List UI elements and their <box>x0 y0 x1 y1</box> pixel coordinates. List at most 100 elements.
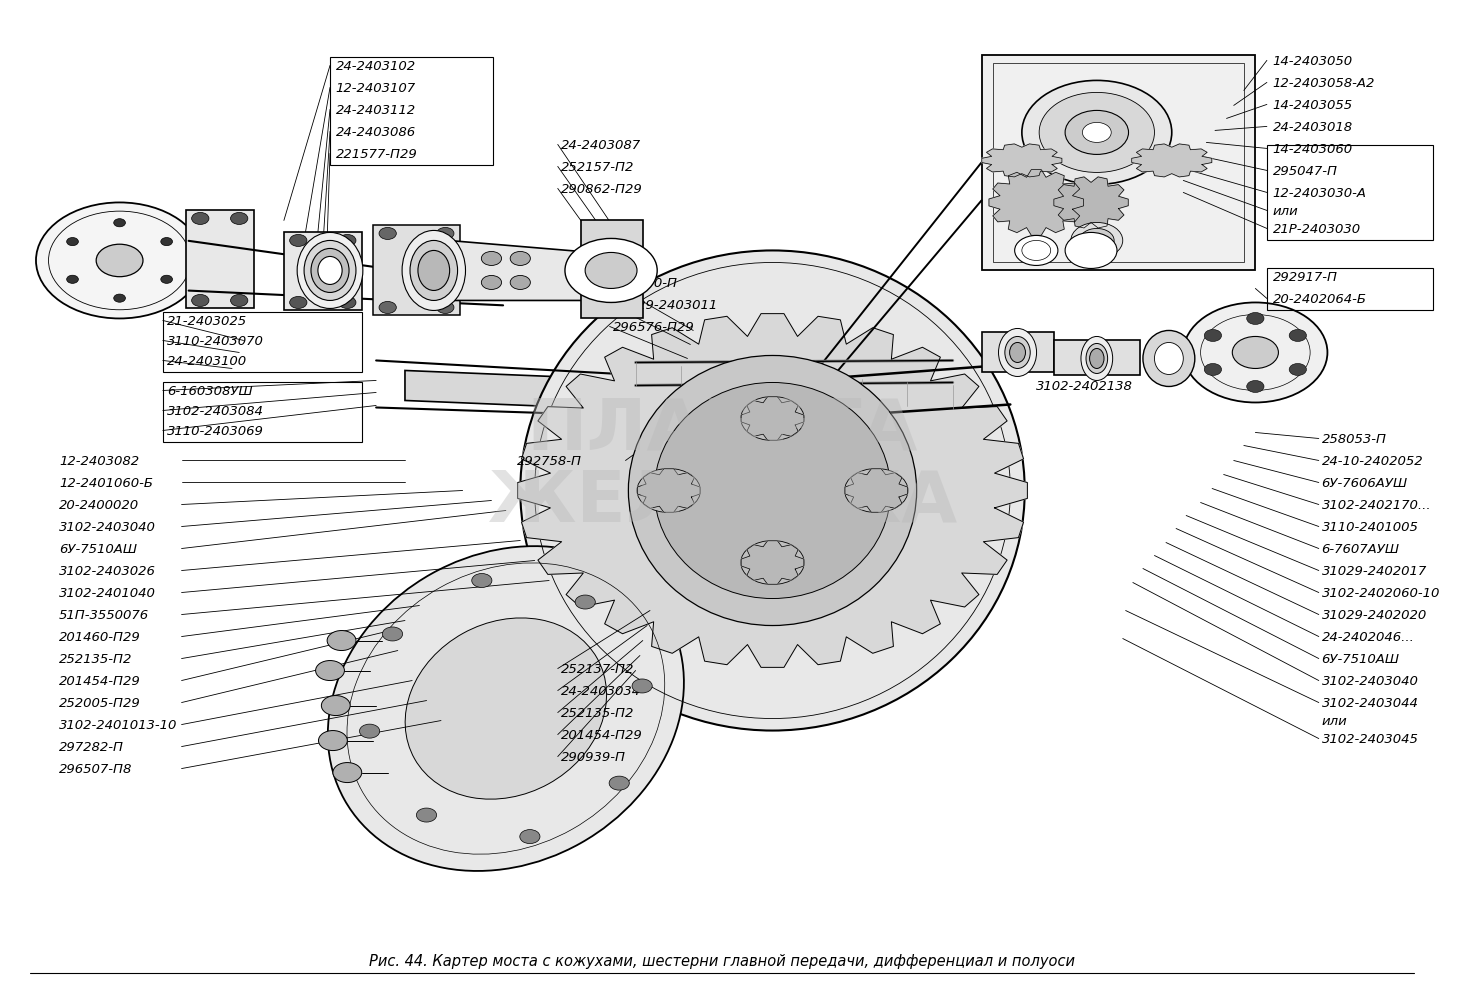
Ellipse shape <box>304 241 356 302</box>
Text: 292917-П: 292917-П <box>1273 271 1338 284</box>
Text: 3110-2403070: 3110-2403070 <box>167 335 264 348</box>
Polygon shape <box>638 469 700 513</box>
Text: 3102-2403040: 3102-2403040 <box>59 520 156 533</box>
Circle shape <box>37 203 202 320</box>
Text: 3102-2403026: 3102-2403026 <box>59 564 156 577</box>
Text: 3102-2403040: 3102-2403040 <box>1322 674 1419 687</box>
Circle shape <box>114 219 126 227</box>
Circle shape <box>481 253 502 267</box>
Text: 6-7607АУШ: 6-7607АУШ <box>1322 542 1400 555</box>
Text: 292758-П: 292758-П <box>518 455 582 468</box>
Text: или: или <box>1273 204 1298 217</box>
Polygon shape <box>518 315 1027 667</box>
Polygon shape <box>981 144 1062 177</box>
Circle shape <box>321 695 351 715</box>
Ellipse shape <box>1090 349 1105 369</box>
Text: 3102-2401040: 3102-2401040 <box>59 586 156 599</box>
Circle shape <box>339 235 356 247</box>
Text: или: или <box>1322 714 1347 727</box>
Text: 24-2403034: 24-2403034 <box>560 684 641 697</box>
Ellipse shape <box>318 258 342 286</box>
Polygon shape <box>981 333 1053 373</box>
Circle shape <box>519 830 540 844</box>
Ellipse shape <box>521 252 1025 730</box>
Ellipse shape <box>405 618 606 800</box>
Circle shape <box>565 239 657 304</box>
Circle shape <box>1289 330 1307 342</box>
Text: 201460-П29: 201460-П29 <box>59 630 141 643</box>
Ellipse shape <box>327 546 684 871</box>
Circle shape <box>575 595 596 609</box>
Circle shape <box>333 763 362 783</box>
Text: 14-2403050: 14-2403050 <box>1273 55 1353 68</box>
Text: 31029-2402017: 31029-2402017 <box>1322 564 1427 577</box>
Text: 12-2403082: 12-2403082 <box>59 455 139 468</box>
Ellipse shape <box>1009 343 1025 363</box>
Text: 12-2403030-А: 12-2403030-А <box>1273 186 1367 199</box>
Circle shape <box>437 303 453 315</box>
Text: 12-2401060-Б: 12-2401060-Б <box>59 477 153 490</box>
Polygon shape <box>285 233 362 312</box>
Ellipse shape <box>1143 331 1194 387</box>
Text: 296576-П29: 296576-П29 <box>613 321 694 334</box>
Polygon shape <box>1053 177 1128 228</box>
Circle shape <box>339 298 356 310</box>
Circle shape <box>161 276 173 285</box>
Circle shape <box>1080 229 1113 254</box>
Circle shape <box>1039 93 1155 173</box>
Text: 3102-2403044: 3102-2403044 <box>1322 696 1419 709</box>
Ellipse shape <box>1005 337 1030 369</box>
Text: 6-160308УШ: 6-160308УШ <box>167 385 252 398</box>
Text: 24-2402046...: 24-2402046... <box>1322 630 1414 643</box>
Text: ЖЕЛЕЗЯКА: ЖЕЛЕЗЯКА <box>487 468 956 536</box>
Text: 3110-2401005: 3110-2401005 <box>1322 520 1419 533</box>
Text: 252135-П2: 252135-П2 <box>59 652 132 665</box>
Text: 24-2403087: 24-2403087 <box>560 139 641 151</box>
Polygon shape <box>1053 341 1140 376</box>
Circle shape <box>1184 304 1328 403</box>
Circle shape <box>192 296 208 308</box>
Text: 3110-2403069: 3110-2403069 <box>167 425 264 438</box>
Polygon shape <box>981 56 1256 272</box>
Circle shape <box>1022 241 1050 262</box>
Circle shape <box>1204 330 1222 342</box>
Text: 201454-П29: 201454-П29 <box>59 674 141 687</box>
Circle shape <box>289 298 307 310</box>
Text: 24-2403100: 24-2403100 <box>167 355 248 368</box>
Circle shape <box>327 631 356 651</box>
Circle shape <box>1071 223 1122 260</box>
Text: 295047-П: 295047-П <box>1273 164 1338 177</box>
Circle shape <box>66 276 78 285</box>
Circle shape <box>114 295 126 303</box>
Ellipse shape <box>999 329 1037 377</box>
Circle shape <box>511 277 531 291</box>
Polygon shape <box>989 170 1084 236</box>
Circle shape <box>359 724 380 738</box>
Text: 21-2403025: 21-2403025 <box>167 315 248 328</box>
Text: 24-2403086: 24-2403086 <box>336 126 417 139</box>
Text: 51П-3550076: 51П-3550076 <box>59 608 150 621</box>
Circle shape <box>289 235 307 247</box>
Circle shape <box>1065 111 1128 155</box>
Ellipse shape <box>1155 343 1184 375</box>
Ellipse shape <box>1086 344 1108 374</box>
Circle shape <box>378 228 396 240</box>
Polygon shape <box>373 226 459 317</box>
Text: 201454-П29: 201454-П29 <box>560 728 643 741</box>
Text: 3102-2402138: 3102-2402138 <box>1036 380 1133 393</box>
Circle shape <box>315 661 345 681</box>
Circle shape <box>97 244 142 278</box>
Text: 14-2403060: 14-2403060 <box>1273 142 1353 155</box>
Text: 290862-П29: 290862-П29 <box>560 182 643 195</box>
Circle shape <box>481 277 502 291</box>
Polygon shape <box>581 221 643 320</box>
Circle shape <box>1247 314 1265 325</box>
Circle shape <box>161 238 173 246</box>
Text: 20-2402064-Б: 20-2402064-Б <box>1273 293 1367 306</box>
Ellipse shape <box>298 233 362 310</box>
Text: 258053-П: 258053-П <box>1322 433 1386 446</box>
Circle shape <box>1015 236 1058 267</box>
Circle shape <box>511 253 531 267</box>
Text: 3102-2402170...: 3102-2402170... <box>1322 499 1432 511</box>
Text: 3102-2403084: 3102-2403084 <box>167 405 264 418</box>
